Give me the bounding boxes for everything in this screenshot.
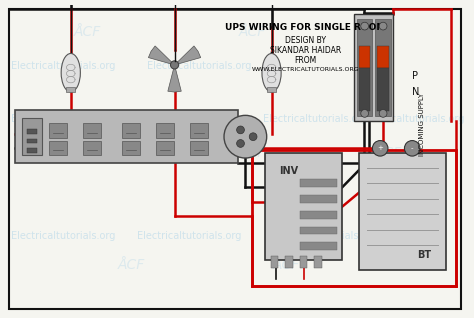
Circle shape bbox=[249, 133, 257, 141]
Text: INCOMING SUPPLY: INCOMING SUPPLY bbox=[419, 93, 425, 156]
Circle shape bbox=[224, 115, 267, 158]
Polygon shape bbox=[174, 46, 201, 65]
Ellipse shape bbox=[61, 53, 81, 92]
Bar bbox=[22, 118, 42, 155]
Bar bbox=[300, 256, 308, 268]
Bar bbox=[252, 150, 456, 286]
Bar bbox=[359, 46, 371, 68]
Bar bbox=[267, 86, 276, 92]
Bar bbox=[271, 256, 278, 268]
Text: ÅCF: ÅCF bbox=[117, 258, 145, 272]
Bar bbox=[265, 153, 342, 260]
Bar bbox=[354, 15, 393, 121]
Circle shape bbox=[237, 126, 245, 134]
Text: Electricaltutorials.org: Electricaltutorials.org bbox=[137, 114, 241, 124]
Text: ÅCF: ÅCF bbox=[238, 146, 266, 160]
Text: P: P bbox=[412, 71, 418, 80]
Text: Electricaltutorials.org: Electricaltutorials.org bbox=[137, 231, 241, 241]
Bar bbox=[27, 129, 37, 134]
Bar bbox=[49, 123, 67, 138]
Circle shape bbox=[379, 22, 387, 30]
Bar bbox=[190, 123, 208, 138]
Text: WWW.ELECTRICALTUTORIALS.ORG: WWW.ELECTRICALTUTORIALS.ORG bbox=[252, 67, 359, 72]
Bar bbox=[83, 123, 101, 138]
Bar bbox=[49, 141, 67, 155]
Bar bbox=[83, 141, 101, 155]
Bar bbox=[190, 141, 208, 155]
Text: SIKANDAR HAIDAR: SIKANDAR HAIDAR bbox=[270, 46, 341, 55]
Bar bbox=[156, 141, 173, 155]
Bar bbox=[122, 123, 140, 138]
Bar bbox=[359, 153, 446, 270]
Bar bbox=[300, 242, 337, 250]
Circle shape bbox=[361, 109, 369, 117]
Bar bbox=[300, 179, 337, 187]
Text: Electricaltutorials.org: Electricaltutorials.org bbox=[11, 61, 115, 71]
Bar bbox=[66, 86, 75, 92]
Text: +: + bbox=[377, 145, 383, 151]
Ellipse shape bbox=[262, 53, 281, 92]
Text: ÅCF: ÅCF bbox=[374, 146, 401, 160]
Text: Electricaltutorials.org: Electricaltutorials.org bbox=[360, 114, 465, 124]
Circle shape bbox=[373, 141, 388, 156]
Bar bbox=[300, 195, 337, 203]
Text: -: - bbox=[411, 145, 413, 151]
Bar bbox=[377, 68, 389, 112]
Circle shape bbox=[237, 140, 245, 147]
Text: BT: BT bbox=[417, 250, 431, 260]
Polygon shape bbox=[168, 65, 181, 92]
Text: Electricaltutorials.org: Electricaltutorials.org bbox=[263, 114, 367, 124]
Text: ÅCF: ÅCF bbox=[399, 258, 426, 272]
Text: Electricaltutorials.org: Electricaltutorials.org bbox=[11, 114, 115, 124]
Text: ÅCF: ÅCF bbox=[273, 258, 300, 272]
Bar bbox=[15, 109, 237, 163]
Bar bbox=[300, 211, 337, 219]
Bar bbox=[359, 68, 371, 112]
Bar bbox=[314, 256, 322, 268]
Text: ÅCF: ÅCF bbox=[238, 25, 266, 39]
Bar bbox=[377, 46, 389, 68]
Bar bbox=[285, 256, 293, 268]
Bar bbox=[156, 123, 173, 138]
Polygon shape bbox=[148, 46, 174, 65]
Text: Electricaltutorials.org: Electricaltutorials.org bbox=[146, 61, 251, 71]
Text: UPS WIRING FOR SINGLE ROOM: UPS WIRING FOR SINGLE ROOM bbox=[225, 23, 386, 31]
Bar bbox=[375, 19, 391, 116]
Bar bbox=[27, 148, 37, 153]
Circle shape bbox=[379, 109, 387, 117]
Text: Electricaltutorials.org: Electricaltutorials.org bbox=[11, 231, 115, 241]
Bar bbox=[122, 141, 140, 155]
Text: ÅCF: ÅCF bbox=[73, 146, 101, 160]
Text: FROM: FROM bbox=[294, 56, 317, 65]
Circle shape bbox=[171, 61, 179, 69]
Bar bbox=[27, 139, 37, 143]
Text: Electricaltutorials.org: Electricaltutorials.org bbox=[273, 231, 377, 241]
Circle shape bbox=[361, 22, 369, 30]
Bar bbox=[300, 227, 337, 234]
Circle shape bbox=[404, 141, 420, 156]
Bar bbox=[357, 19, 373, 116]
Text: DESIGN BY: DESIGN BY bbox=[285, 36, 326, 45]
Text: INV: INV bbox=[280, 166, 299, 176]
Text: N: N bbox=[412, 87, 419, 97]
Text: ÅCF: ÅCF bbox=[73, 25, 101, 39]
